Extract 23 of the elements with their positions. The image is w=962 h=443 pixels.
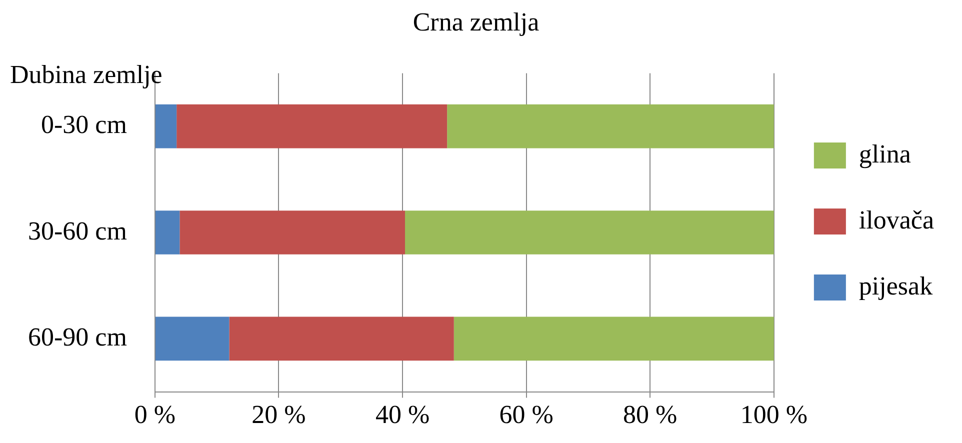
x-tick-label: 40 % <box>375 400 430 430</box>
bar <box>229 316 454 361</box>
x-tick-label: 80 % <box>623 400 678 430</box>
bar <box>454 316 774 361</box>
chart-title: Crna zemlja <box>412 7 540 36</box>
y-tick-label: 0-30 cm <box>41 110 127 140</box>
x-tick-label: 20 % <box>252 400 306 430</box>
bar <box>405 210 774 254</box>
y-tick-label: 30-60 cm <box>28 216 127 246</box>
legend-label: ilovača <box>858 205 934 234</box>
x-tick-label: 100 % <box>740 400 808 430</box>
y-axis-title: Dubina zemlje <box>10 60 162 90</box>
bar <box>155 210 180 254</box>
bar <box>447 104 774 148</box>
legend-label: glina <box>858 139 912 168</box>
bar <box>176 104 448 148</box>
bar <box>155 316 230 361</box>
bar <box>155 104 177 148</box>
y-tick-label: 60-90 cm <box>28 322 127 352</box>
bar <box>180 210 405 254</box>
x-tick-label: 0 % <box>134 400 176 430</box>
legend-label: pijesak <box>858 271 933 300</box>
x-tick-label: 60 % <box>499 400 554 430</box>
